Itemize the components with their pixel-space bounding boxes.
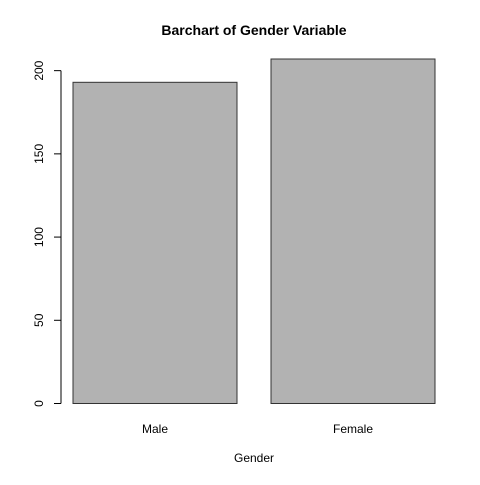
bar-male [72,81,238,404]
y-tick-label: 50 [32,313,46,327]
bars-group [72,58,436,404]
bar-female [270,58,436,404]
x-axis-label: Gender [234,451,274,465]
y-tick-label: 0 [32,400,46,407]
y-tick-label: 150 [32,144,46,164]
x-tick-labels: Male Female [142,422,373,436]
x-tick-label: Female [333,422,373,436]
y-axis: 0 50 100 150 200 [32,60,62,407]
y-tick-label: 100 [32,227,46,247]
chart-title: Barchart of Gender Variable [161,22,346,38]
y-tick-label: 200 [32,60,46,80]
x-tick-label: Male [142,422,168,436]
